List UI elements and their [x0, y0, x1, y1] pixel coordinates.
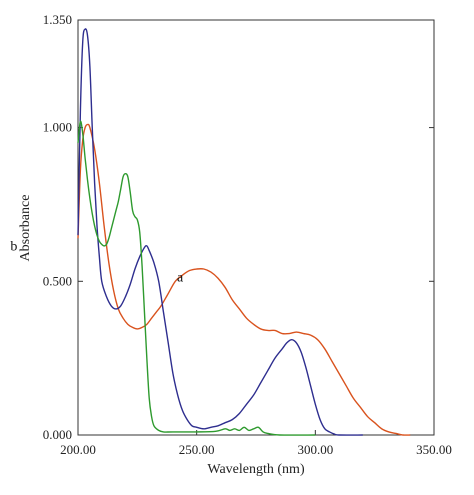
x-tick-label: 250.00: [179, 442, 215, 457]
x-tick-label: 300.00: [297, 442, 333, 457]
y-tick-label: 0.000: [43, 427, 72, 442]
series-label-a: a: [177, 270, 184, 285]
series-label-b: b: [10, 240, 17, 255]
series-line-a: [77, 123, 411, 436]
series-layer: [77, 28, 411, 436]
y-tick-label: 0.500: [43, 273, 72, 288]
y-tick-label: 1.350: [43, 12, 72, 27]
x-axis-title: Wavelength (nm): [207, 462, 305, 477]
series-line-b: [77, 28, 363, 436]
plot-frame: [77, 19, 435, 436]
x-tick-label: 200.00: [60, 442, 96, 457]
x-tick-label: 350.00: [416, 442, 452, 457]
y-axis-title: Absorbance: [18, 195, 33, 262]
y-axis: 0.000 0.500 1.000 1.350: [43, 12, 434, 442]
series-labels: abc: [10, 240, 184, 286]
series-line-c: [77, 120, 316, 436]
x-axis: 200.00 250.00 300.00 350.00: [60, 430, 452, 457]
y-tick-label: 1.000: [43, 120, 72, 135]
